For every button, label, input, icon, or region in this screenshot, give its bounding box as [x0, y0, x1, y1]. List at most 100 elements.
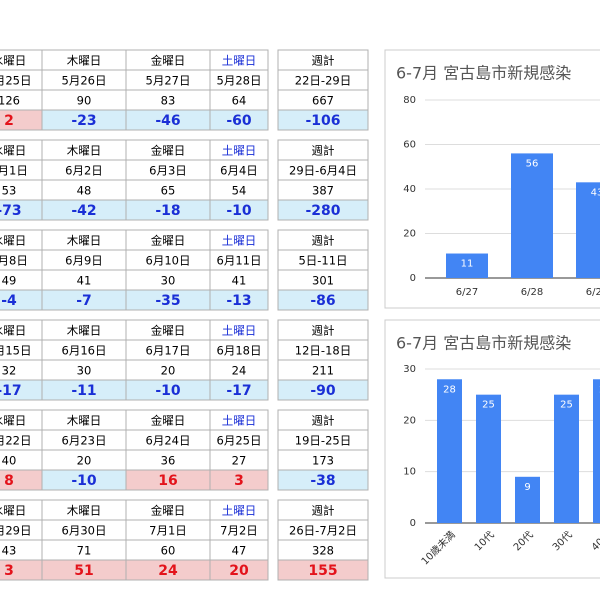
- y-tick-label: 60: [403, 140, 416, 151]
- day-header: 木曜日: [67, 54, 102, 68]
- date: 6月10日: [146, 254, 191, 268]
- week-total: 301: [312, 274, 334, 288]
- diff: -10: [226, 203, 252, 219]
- count: 47: [232, 544, 247, 558]
- y-tick-label: 0: [410, 273, 416, 284]
- bar: [515, 476, 540, 523]
- chart-title: 6-7月 宮古島市新規感染: [396, 64, 571, 83]
- count: 64: [232, 94, 247, 108]
- count: 65: [161, 184, 176, 198]
- day-header: 金曜日: [151, 54, 186, 68]
- day-header: 土曜日: [222, 54, 257, 68]
- cell: [209, 559, 269, 581]
- day-header: 水曜日: [0, 414, 26, 428]
- diff: -10: [71, 473, 97, 489]
- date: 6月11日: [217, 254, 262, 268]
- diff: -106: [305, 113, 340, 129]
- bar: [593, 379, 600, 523]
- diff: 3: [234, 473, 244, 489]
- day-header: 金曜日: [151, 234, 186, 248]
- week-header: 週計: [312, 324, 335, 338]
- diff: 16: [158, 473, 177, 489]
- count: 41: [77, 274, 92, 288]
- count: 24: [232, 364, 247, 378]
- day-header: 金曜日: [151, 144, 186, 158]
- date: 5月27日: [146, 74, 191, 88]
- bar-label: 25: [560, 400, 573, 411]
- date: 7月1日: [149, 524, 187, 538]
- day-header: 土曜日: [222, 504, 257, 518]
- week-total: 173: [312, 454, 334, 468]
- date: 6月3日: [149, 164, 187, 178]
- diff: -46: [155, 113, 180, 129]
- bar: [511, 153, 553, 278]
- week-range: 12日-18日: [295, 344, 351, 358]
- diff: -73: [0, 203, 22, 219]
- cell: [209, 379, 269, 401]
- cell: [277, 559, 369, 581]
- chart-frame: [384, 49, 600, 309]
- chart: 6-7月 宮古島市新規感染 0 20 40 60 80 11 6/27 56 6/28 43 6/29: [384, 49, 600, 309]
- day-header: 土曜日: [222, 144, 257, 158]
- diff: -90: [310, 383, 336, 399]
- diff: 3: [4, 563, 14, 579]
- diff: 51: [74, 563, 93, 579]
- bar: [576, 182, 600, 278]
- day-header: 木曜日: [67, 414, 102, 428]
- date: 6月24日: [146, 434, 191, 448]
- week-total: 387: [312, 184, 334, 198]
- x-tick-label: 6/28: [521, 287, 543, 298]
- week-header: 週計: [312, 504, 335, 518]
- date: 6月30日: [62, 524, 107, 538]
- date: 6月8日: [0, 254, 28, 268]
- diff: -42: [71, 203, 96, 219]
- day-header: 金曜日: [151, 504, 186, 518]
- x-tick-label: 40代: [589, 529, 600, 554]
- date: 7月2日: [220, 524, 258, 538]
- week-range: 22日-29日: [295, 74, 351, 88]
- day-header: 木曜日: [67, 234, 102, 248]
- count: 53: [2, 184, 17, 198]
- diff: -17: [226, 383, 251, 399]
- bar-label: 56: [526, 158, 539, 169]
- count: 27: [232, 454, 247, 468]
- cell: [209, 289, 269, 311]
- day-header: 木曜日: [67, 504, 102, 518]
- date: 6月22日: [0, 434, 31, 448]
- bar: [554, 394, 579, 523]
- cell: [209, 469, 269, 491]
- day-header: 土曜日: [222, 324, 257, 338]
- week-header: 週計: [312, 234, 335, 248]
- week-header: 週計: [312, 414, 335, 428]
- day-header: 水曜日: [0, 324, 26, 338]
- date: 6月16日: [62, 344, 107, 358]
- count: 36: [161, 454, 176, 468]
- count: 43: [2, 544, 17, 558]
- count: 20: [77, 454, 92, 468]
- date: 6月23日: [62, 434, 107, 448]
- diff: -60: [226, 113, 252, 129]
- date: 5月25日: [0, 74, 31, 88]
- week-range: 26日-7月2日: [289, 524, 357, 538]
- diff: -86: [310, 293, 335, 309]
- diff: -35: [155, 293, 180, 309]
- day-header: 水曜日: [0, 54, 26, 68]
- week-range: 29日-6月4日: [289, 164, 357, 178]
- y-tick-label: 10: [403, 467, 416, 478]
- bar: [437, 379, 462, 523]
- day-header: 木曜日: [67, 144, 102, 158]
- y-tick-label: 0: [410, 518, 416, 529]
- day-header: 土曜日: [222, 234, 257, 248]
- week-total: 211: [312, 364, 334, 378]
- diff: -7: [76, 293, 92, 309]
- date: 6月29日: [0, 524, 31, 538]
- diff: -4: [1, 293, 17, 309]
- day-header: 金曜日: [151, 324, 186, 338]
- day-header: 水曜日: [0, 144, 26, 158]
- bar-label: 28: [443, 384, 456, 395]
- count: 32: [2, 364, 17, 378]
- bar: [446, 253, 488, 278]
- count: 30: [161, 274, 176, 288]
